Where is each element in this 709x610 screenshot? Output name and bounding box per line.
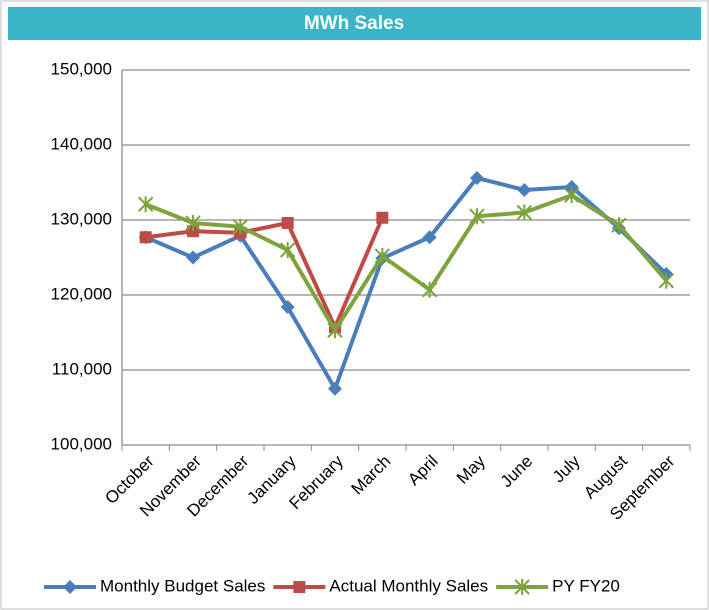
data-point <box>186 250 200 265</box>
data-point <box>422 230 437 245</box>
legend-marker <box>514 579 530 595</box>
chart-title: MWh Sales <box>304 13 404 34</box>
data-point <box>279 242 296 258</box>
data-point <box>563 187 580 204</box>
data-point <box>327 322 343 339</box>
y-tick-label: 100,000 <box>51 434 112 453</box>
legend-label: Actual Monthly Sales <box>329 576 488 595</box>
y-tick-label: 120,000 <box>51 284 112 303</box>
data-point <box>280 300 295 314</box>
data-point <box>469 208 485 225</box>
data-point <box>658 272 675 289</box>
data-point <box>139 231 152 244</box>
data-point <box>517 183 532 197</box>
series-line <box>144 176 668 391</box>
legend-marker <box>293 581 306 593</box>
data-point <box>281 217 294 229</box>
series-line <box>144 193 668 333</box>
series-line <box>145 216 385 330</box>
title-bar <box>8 7 701 40</box>
legend-label: Monthly Budget Sales <box>100 576 265 595</box>
data-point <box>374 248 391 264</box>
data-point <box>137 196 154 213</box>
data-point <box>516 204 533 221</box>
data-point <box>232 218 249 235</box>
legend-marker <box>63 580 77 594</box>
data-point <box>328 381 342 396</box>
data-point <box>470 171 484 185</box>
data-point <box>376 211 389 224</box>
data-point <box>421 281 438 298</box>
y-tick-label: 130,000 <box>51 209 112 228</box>
legend-label: PY FY20 <box>552 576 620 595</box>
y-tick-label: 140,000 <box>51 134 112 153</box>
data-point <box>187 225 199 238</box>
y-tick-label: 150,000 <box>51 59 112 78</box>
y-tick-label: 110,000 <box>52 359 112 378</box>
data-point <box>611 217 627 234</box>
data-point <box>185 215 201 231</box>
